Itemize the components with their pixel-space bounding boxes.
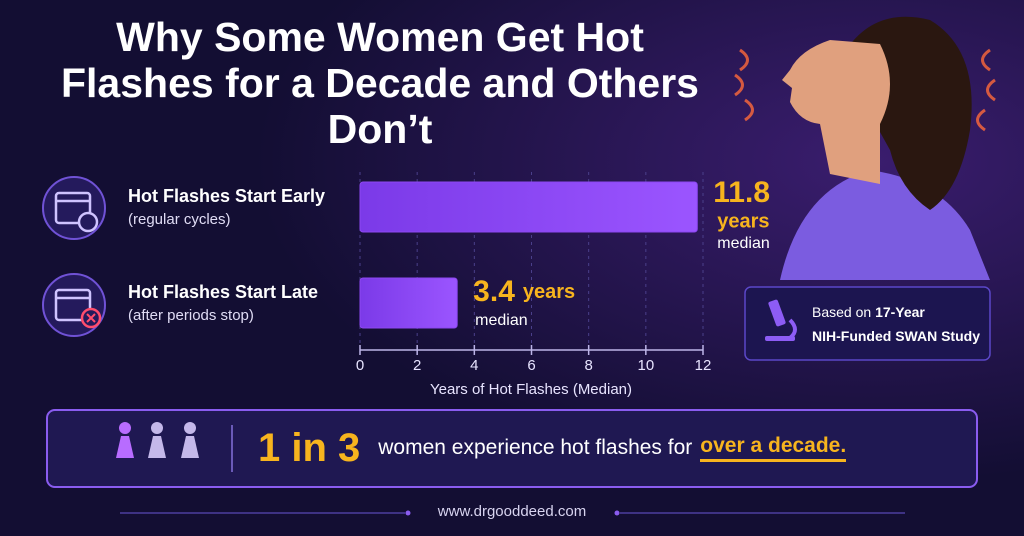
value-unit: years [717, 210, 769, 232]
value-note: median [717, 235, 769, 252]
value-label-group: 3.4 years [473, 275, 575, 308]
value-label: 3.4 [473, 275, 515, 308]
category-label: Hot Flashes Start Late [128, 282, 318, 302]
title: Why Some Women Get Hot Flashes for a Dec… [60, 14, 699, 152]
source-box [744, 286, 991, 361]
source-highlight: 17-Year [875, 304, 925, 320]
value-label: 11.8 [713, 176, 770, 209]
x-tick-label: 8 [584, 357, 592, 374]
footer-url: www.drgooddeed.com [437, 503, 587, 520]
calendar-cancel-icon [42, 273, 106, 337]
calendar-clock-icon [42, 176, 106, 240]
x-tick-label: 10 [637, 357, 654, 374]
value-unit: years [523, 281, 575, 303]
category-note: (after periods stop) [128, 307, 254, 324]
callout: 1 in 3 women experience hot flashes for … [258, 424, 847, 472]
callout-box [46, 409, 978, 488]
source-prefix: Based on [812, 304, 872, 320]
callout-highlight: over a decade. [700, 434, 847, 462]
x-tick-label: 12 [695, 357, 712, 374]
x-tick-label: 6 [527, 357, 535, 374]
bar-chart: Years of Hot Flashes (Median) 0 2 4 6 8 10 12 H… [128, 172, 770, 398]
category-label: Hot Flashes Start Early [128, 186, 325, 206]
x-axis-title: Years of Hot Flashes (Median) [430, 381, 632, 398]
value-note: median [475, 312, 527, 329]
microscope-icon [765, 299, 797, 341]
callout-stat: 1 in 3 [258, 425, 361, 470]
woman-illustration [734, 16, 996, 280]
x-tick-label: 0 [356, 357, 364, 374]
bar [359, 181, 698, 233]
source-line: NIH-Funded SWAN Study [812, 328, 980, 344]
source-note: Based on 17-Year NIH-Funded SWAN Study [812, 300, 980, 348]
category-note: (regular cycles) [128, 211, 231, 228]
footer-dot [614, 510, 620, 516]
people-icons [116, 422, 199, 458]
callout-text: women experience hot flashes for [378, 436, 693, 459]
x-tick-label: 4 [470, 357, 478, 374]
x-tick-label: 2 [413, 357, 421, 374]
bar [359, 277, 458, 329]
footer-dot [405, 510, 411, 516]
